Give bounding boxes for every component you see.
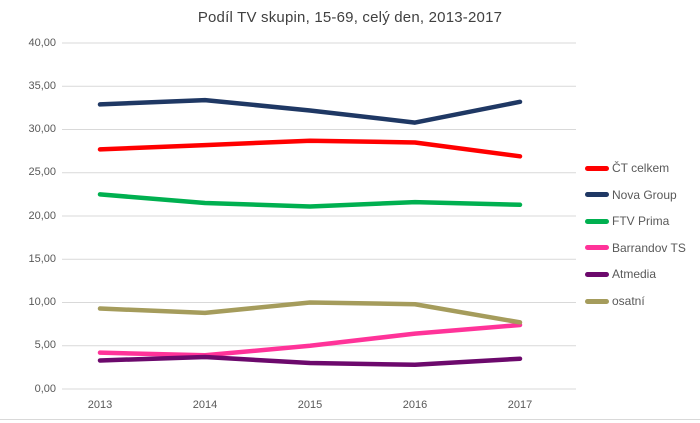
y-tick-label: 40,00 — [28, 36, 56, 49]
legend-label: Barrandov TS — [612, 240, 686, 255]
y-tick-label: 10,00 — [28, 296, 56, 308]
legend-label: Atmedia — [612, 267, 657, 282]
legend-label: Nova Group — [612, 187, 677, 202]
series-line-čt-celkem — [97, 138, 523, 159]
legend-label: ČT celkem — [612, 161, 670, 175]
legend-item-ftv-prima: FTV Prima — [585, 213, 669, 229]
legend-item-nova-group: Nova Group — [585, 187, 677, 203]
x-tick-label: 2013 — [87, 399, 113, 411]
series-line-barrandov-ts — [97, 322, 523, 358]
series-line-osatní — [97, 300, 523, 325]
legend-label: osatní — [612, 294, 645, 308]
y-tick-label: 25,00 — [28, 166, 56, 179]
legend-item-atmedia: Atmedia — [585, 266, 656, 282]
y-tick-label: 0,00 — [34, 382, 56, 395]
chart-title: Podíl TV skupin, 15-69, celý den, 2013-2… — [197, 9, 503, 26]
x-tick-label: 2017 — [507, 399, 533, 411]
y-tick-label: 5,00 — [34, 339, 56, 352]
series-line-ftv-prima — [97, 192, 523, 209]
legend-swatch-icon — [585, 271, 609, 277]
legend-swatch-icon — [585, 192, 609, 198]
y-tick-label: 20,00 — [28, 209, 56, 222]
legend-item-barrandov-ts: Barrandov TS — [585, 240, 686, 256]
x-tick-label: 2016 — [402, 399, 428, 411]
x-tick-label: 2014 — [192, 399, 218, 411]
x-tick-label: 2015 — [297, 399, 323, 411]
legend-item-osatní: osatní — [585, 293, 645, 309]
legend-swatch-icon — [585, 298, 609, 304]
legend-swatch-icon — [585, 245, 609, 251]
series-line-nova-group — [97, 97, 523, 125]
y-tick-label: 15,00 — [28, 252, 56, 265]
y-tick-label: 30,00 — [28, 123, 56, 135]
y-tick-label: 35,00 — [28, 79, 56, 92]
legend-swatch-icon — [585, 218, 609, 224]
legend-swatch-icon — [585, 165, 609, 171]
series-line-atmedia — [97, 354, 523, 368]
legend-item-čt-celkem: ČT celkem — [585, 160, 669, 176]
legend-label: FTV Prima — [612, 214, 670, 229]
